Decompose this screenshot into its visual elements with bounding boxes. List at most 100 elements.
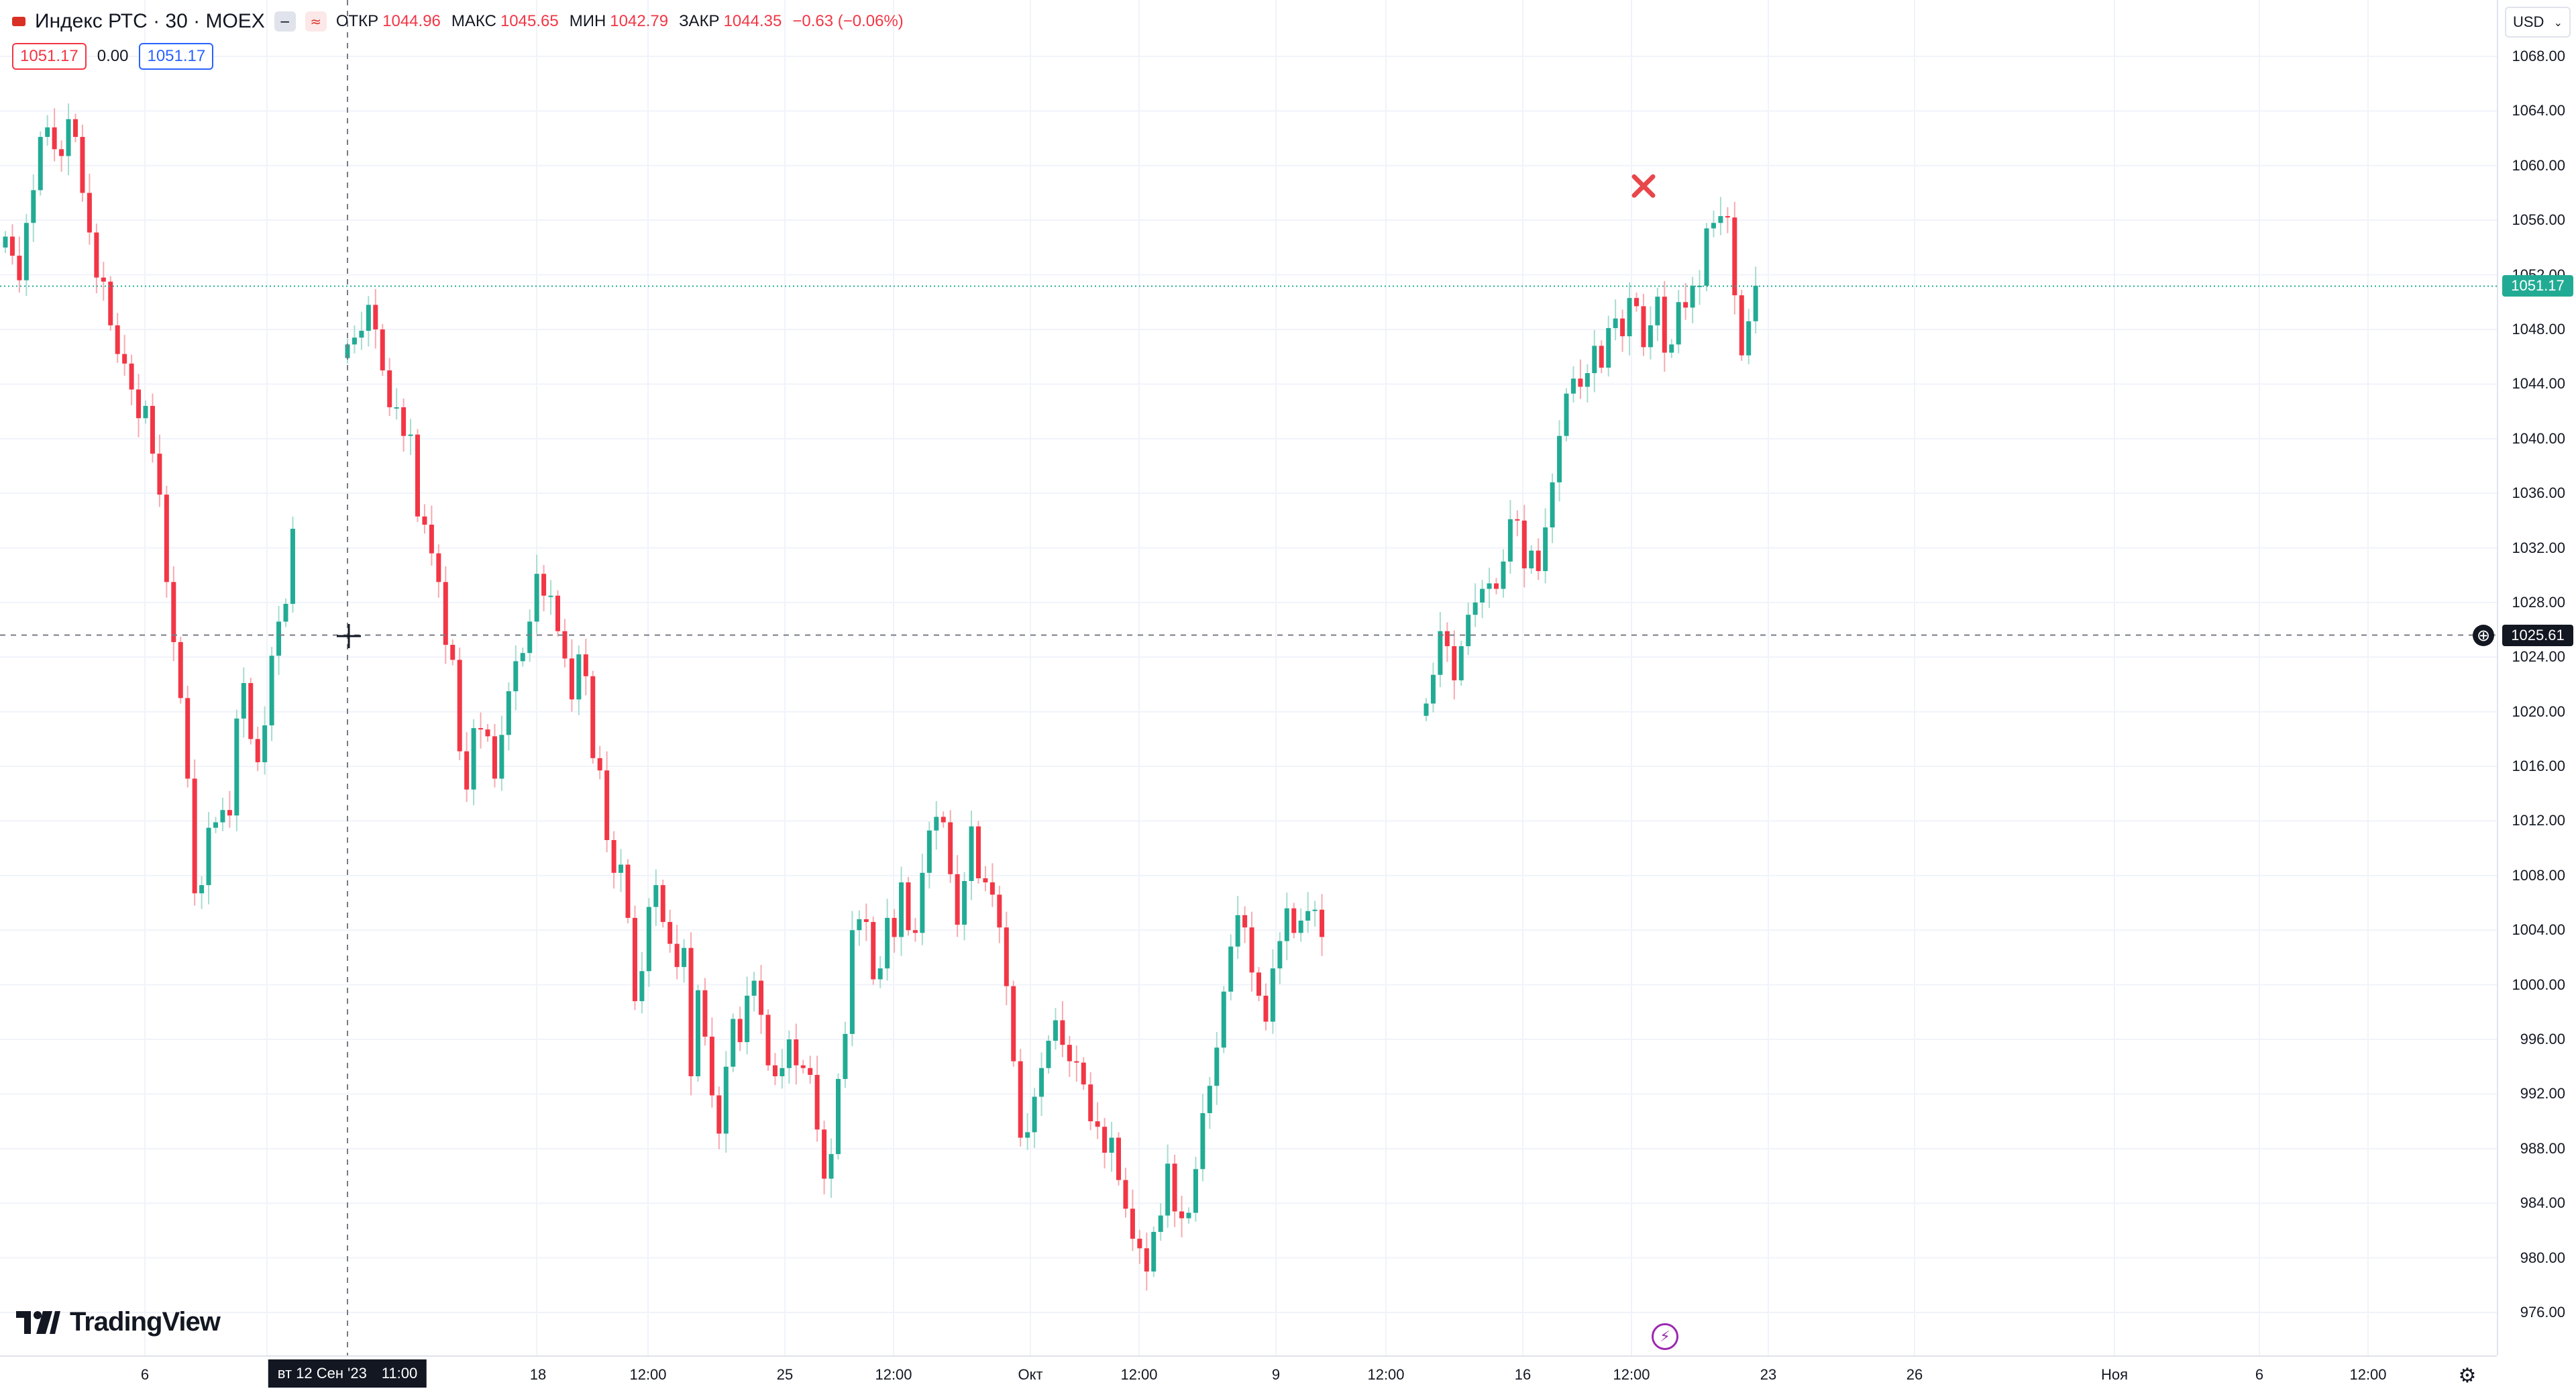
candle-body xyxy=(457,660,462,752)
crosshair-icon xyxy=(337,624,361,648)
candle-body xyxy=(17,256,22,280)
symbol-title[interactable]: Индекс РТС · 30 · MOEX xyxy=(35,10,265,32)
candle-body xyxy=(387,370,392,407)
candle-body xyxy=(983,878,988,883)
candle-body xyxy=(1704,228,1709,286)
candle-body xyxy=(1130,1208,1135,1239)
candle-body xyxy=(857,919,862,931)
candle-body xyxy=(248,682,254,739)
candle-body xyxy=(836,1079,841,1154)
reference-lines xyxy=(0,0,2497,1355)
sell-button[interactable]: 1051.17 xyxy=(12,43,87,70)
candle-body xyxy=(962,881,967,925)
candle-body xyxy=(1529,550,1534,569)
candle-body xyxy=(1004,927,1009,986)
crosshair-date: вт 12 Сен '23 xyxy=(277,1365,367,1382)
candle-body xyxy=(94,232,99,278)
tradingview-logo[interactable]: TradingView xyxy=(16,1307,221,1337)
candle-body xyxy=(1472,602,1478,615)
time-label: 12:00 xyxy=(875,1366,912,1383)
candle-body xyxy=(1515,519,1520,521)
time-label: Ноя xyxy=(2100,1366,2129,1383)
candle-body xyxy=(800,1065,806,1068)
minimize-icon[interactable]: − xyxy=(274,11,296,32)
candle-body xyxy=(555,595,560,631)
candle-body xyxy=(871,922,876,980)
price-axis[interactable]: USD ⌄ 1068.00 1064.00 1060.00 1056.00 1052.0… xyxy=(2497,0,2576,1355)
candle-body xyxy=(646,907,651,972)
candle-body xyxy=(765,1015,771,1066)
high-value: 1045.65 xyxy=(500,12,559,30)
buy-button[interactable]: 1051.17 xyxy=(139,43,214,70)
price-label: 1032.00 xyxy=(2512,539,2565,556)
candle-body xyxy=(1144,1248,1149,1272)
candle-body xyxy=(534,574,539,622)
candle-body xyxy=(1690,285,1695,308)
candle-body xyxy=(569,658,574,700)
candle-body xyxy=(1487,583,1492,589)
candle-body xyxy=(660,885,665,923)
candle-body xyxy=(1109,1137,1114,1153)
price-label: 1020.00 xyxy=(2512,703,2565,720)
time-label: 12:00 xyxy=(2349,1366,2387,1383)
candle-body xyxy=(548,595,553,597)
candle-body xyxy=(1599,346,1604,368)
candles xyxy=(3,103,1758,1291)
candle-body xyxy=(997,894,1002,928)
settings-icon[interactable]: ⚙ xyxy=(2458,1363,2477,1388)
candle-body xyxy=(23,223,29,280)
candle-body xyxy=(1466,615,1471,647)
candle-body xyxy=(1242,915,1248,928)
candle-body xyxy=(73,119,78,138)
candle-body xyxy=(731,1019,736,1067)
add-alert-icon[interactable]: ⊕ xyxy=(2473,624,2494,646)
candle-body xyxy=(136,389,142,419)
candle-body xyxy=(653,885,659,907)
candle-body xyxy=(1458,646,1464,680)
candle-body xyxy=(471,728,476,790)
candle-body xyxy=(1507,519,1513,562)
candle-body xyxy=(1235,915,1240,947)
candle-body xyxy=(108,281,113,325)
candle-body xyxy=(80,137,85,193)
candle-body xyxy=(1284,908,1289,941)
price-label: 984.00 xyxy=(2520,1194,2565,1212)
candle-body xyxy=(527,621,533,654)
candle-body xyxy=(941,817,946,823)
change-value: −0.63 (−0.06%) xyxy=(792,12,904,30)
candle-body xyxy=(352,338,357,345)
time-label: 12:00 xyxy=(1120,1366,1158,1383)
candle-body xyxy=(101,277,106,282)
time-axis[interactable]: 6 18 12:00 25 12:00 Окт 12:00 9 12:00 16 12:00 23 26… xyxy=(0,1355,2497,1397)
candle-body xyxy=(639,971,645,1002)
candle-body xyxy=(934,817,939,831)
candle-body xyxy=(899,882,904,937)
candle-body xyxy=(849,930,855,1034)
candle-body xyxy=(920,872,925,933)
candle-body xyxy=(955,874,960,925)
candle-body xyxy=(45,127,50,138)
candle-body xyxy=(9,236,15,256)
price-label: 980.00 xyxy=(2520,1249,2565,1266)
candle-body xyxy=(976,826,981,878)
time-label: 25 xyxy=(776,1366,794,1383)
candle-body xyxy=(373,305,378,329)
candle-body xyxy=(1452,646,1457,680)
candle-body xyxy=(1424,703,1429,716)
candle-body xyxy=(822,1129,827,1179)
chart-pane[interactable]: Индекс РТС · 30 · MOEX − ≈ ОТКР 1044.96 М… xyxy=(0,0,2497,1355)
candle-body xyxy=(192,778,197,894)
candle-body xyxy=(506,691,511,735)
candle-body xyxy=(843,1033,848,1080)
candle-body xyxy=(906,882,911,931)
candle-body xyxy=(408,434,413,436)
candle-body xyxy=(1557,435,1562,482)
candle-body xyxy=(478,728,484,730)
lightning-icon[interactable]: ⚡ xyxy=(1652,1323,1678,1350)
currency-label: USD xyxy=(2513,13,2544,30)
compare-icon[interactable]: ≈ xyxy=(305,11,327,32)
currency-dropdown[interactable]: USD ⌄ xyxy=(2505,7,2571,38)
candle-body xyxy=(415,434,420,517)
price-label: 1064.00 xyxy=(2512,102,2565,119)
candlestick-chart[interactable] xyxy=(0,0,2497,1355)
